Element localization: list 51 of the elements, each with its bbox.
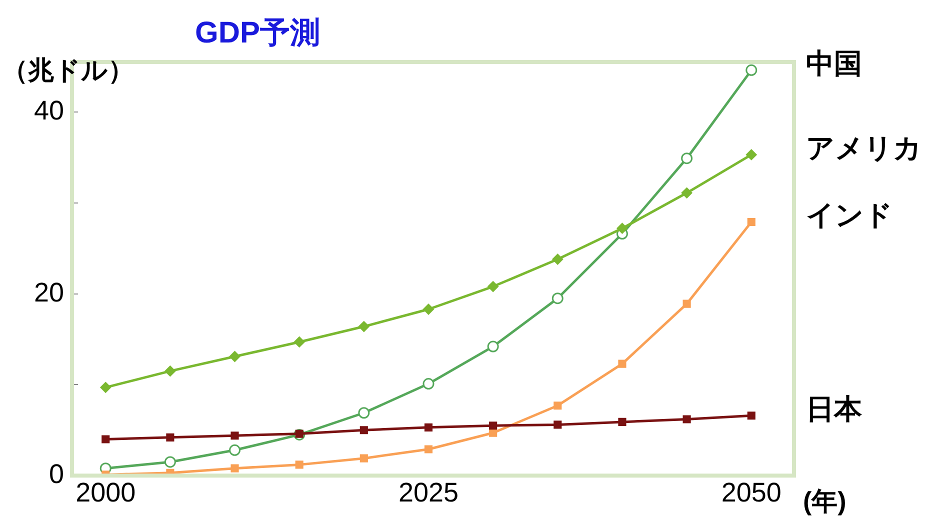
y-tick-label: 40: [34, 95, 64, 126]
y-axis-title: （兆ドル）: [2, 55, 134, 86]
point: [554, 420, 562, 429]
chart-title: GDP予測: [195, 16, 320, 50]
point: [166, 433, 174, 442]
point: [424, 423, 433, 432]
point: [422, 378, 434, 390]
point: [618, 360, 626, 368]
point: [229, 351, 240, 362]
point: [552, 254, 564, 265]
point: [295, 460, 304, 469]
point: [489, 428, 498, 437]
point: [488, 281, 499, 292]
series-label: アメリカ: [806, 132, 922, 164]
point: [554, 402, 562, 410]
point: [552, 292, 564, 304]
point: [102, 435, 110, 444]
point: [360, 454, 368, 462]
point: [682, 300, 691, 308]
point: [229, 444, 241, 456]
point: [616, 222, 628, 234]
point: [164, 456, 176, 468]
point: [747, 412, 756, 420]
series-label: 中国: [806, 48, 862, 79]
y-tick-label: 20: [34, 277, 64, 308]
point: [746, 64, 758, 76]
series-label: インド: [806, 200, 893, 231]
point: [681, 152, 693, 164]
x-axis-title: (年): [803, 486, 846, 516]
point: [360, 426, 368, 434]
point: [747, 218, 756, 226]
point: [294, 336, 305, 348]
x-tick-label: 2000: [76, 477, 136, 508]
series-label: 日本: [806, 393, 863, 424]
point: [618, 418, 626, 426]
point: [358, 407, 370, 419]
point: [164, 366, 176, 377]
x-tick-label: 2025: [398, 477, 459, 508]
point: [682, 415, 691, 424]
point: [100, 382, 112, 393]
point: [681, 187, 692, 198]
point: [230, 464, 239, 472]
point: [487, 340, 499, 352]
x-tick-label: 2050: [721, 477, 782, 508]
point: [424, 445, 433, 454]
point: [489, 422, 498, 430]
point: [422, 304, 434, 315]
point: [746, 149, 757, 160]
y-tick-label: 0: [49, 459, 64, 490]
point: [358, 321, 370, 332]
point: [230, 432, 239, 440]
